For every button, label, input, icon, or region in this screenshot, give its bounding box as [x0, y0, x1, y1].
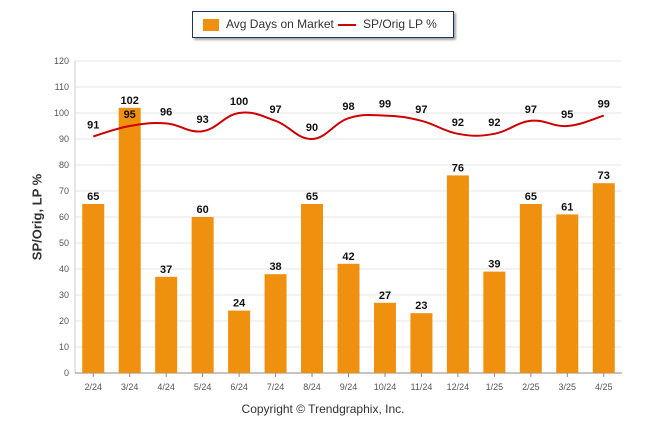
bar [446, 175, 469, 373]
y-tick-label: 50 [59, 238, 69, 248]
bar-data-label: 65 [87, 191, 99, 203]
line-data-label: 96 [160, 106, 172, 118]
line-data-label: 95 [561, 109, 573, 121]
bar-data-label: 65 [306, 191, 318, 203]
bar [556, 214, 579, 373]
line-series-path [92, 111, 605, 141]
line-data-label: 97 [525, 104, 537, 116]
bar [82, 204, 105, 373]
bar [410, 313, 433, 373]
x-tick-label: 9/24 [340, 382, 358, 392]
legend-bar-label: Avg Days on Market [226, 17, 334, 31]
line-data-label: 99 [598, 99, 610, 111]
y-tick-label: 10 [59, 342, 69, 352]
y-axis-label: SP/Orig, LP % [29, 173, 45, 261]
bar [519, 204, 542, 373]
legend-line-label: SP/Orig LP % [363, 17, 437, 31]
y-tick-label: 110 [55, 82, 69, 92]
y-tick-label: 20 [59, 316, 69, 326]
x-tick-label: 2/25 [522, 382, 540, 392]
bar [301, 204, 324, 373]
bar-data-label: 76 [452, 162, 464, 174]
x-tick-label: 11/24 [411, 382, 433, 392]
x-tick-label: 4/24 [157, 382, 175, 392]
bar-data-label: 42 [342, 251, 354, 263]
y-tick-label: 100 [54, 108, 69, 118]
legend-line-swatch [338, 24, 356, 26]
x-tick-label: 6/24 [230, 382, 248, 392]
bar-data-label: 37 [160, 264, 172, 276]
line-data-label: 92 [452, 117, 464, 129]
x-tick-label: 4/25 [595, 382, 613, 392]
copyright-text: Copyright © Trendgraphix, Inc. [241, 402, 405, 416]
y-tick-label: 60 [59, 212, 69, 222]
bar [228, 310, 251, 373]
bar [264, 274, 287, 373]
bar-data-label: 23 [415, 300, 427, 312]
y-tick-label: 30 [59, 290, 69, 300]
line-data-label: 99 [379, 99, 391, 111]
y-tick-label: 40 [59, 264, 69, 274]
legend-bar-swatch [203, 19, 219, 31]
bar [155, 276, 178, 373]
line-data-label: 91 [87, 119, 99, 131]
line-data-label: 90 [306, 122, 318, 134]
bar-data-label: 24 [233, 298, 246, 310]
x-tick-label: 5/24 [194, 382, 212, 392]
x-tick-label: 3/24 [121, 382, 139, 392]
x-tick-label: 12/24 [447, 382, 470, 392]
y-tick-label: 80 [59, 160, 69, 170]
bar [191, 217, 214, 373]
line-data-label: 93 [197, 114, 209, 126]
bar-data-label: 27 [379, 290, 391, 302]
line-data-label: 98 [342, 101, 354, 113]
bar-data-label: 73 [598, 170, 610, 182]
y-tick-label: 120 [54, 56, 69, 66]
x-tick-label: 2/24 [84, 382, 102, 392]
y-tick-label: 0 [64, 368, 69, 378]
line-data-label: 97 [415, 104, 427, 116]
bar [592, 183, 615, 373]
bar-data-label: 60 [197, 204, 209, 216]
bar-data-label: 38 [269, 261, 281, 273]
bar [373, 302, 396, 373]
x-tick-label: 1/25 [486, 382, 504, 392]
line-data-label: 95 [124, 109, 136, 121]
bar [118, 107, 141, 374]
bar [337, 263, 360, 373]
bar-data-label: 102 [121, 95, 139, 107]
line-data-label: 97 [269, 104, 281, 116]
y-tick-label: 70 [59, 186, 69, 196]
bar-data-label: 39 [488, 259, 500, 271]
bar-data-label: 65 [525, 191, 537, 203]
bar-data-label: 61 [561, 201, 573, 213]
x-tick-label: 8/24 [303, 382, 321, 392]
line-data-label: 92 [488, 117, 500, 129]
x-tick-label: 3/25 [559, 382, 577, 392]
y-tick-label: 90 [59, 134, 69, 144]
x-tick-label: 10/24 [374, 382, 397, 392]
x-tick-label: 7/24 [267, 382, 285, 392]
line-data-label: 100 [230, 96, 248, 108]
bar [483, 271, 506, 373]
legend: Avg Days on Market SP/Orig LP % [192, 11, 454, 38]
